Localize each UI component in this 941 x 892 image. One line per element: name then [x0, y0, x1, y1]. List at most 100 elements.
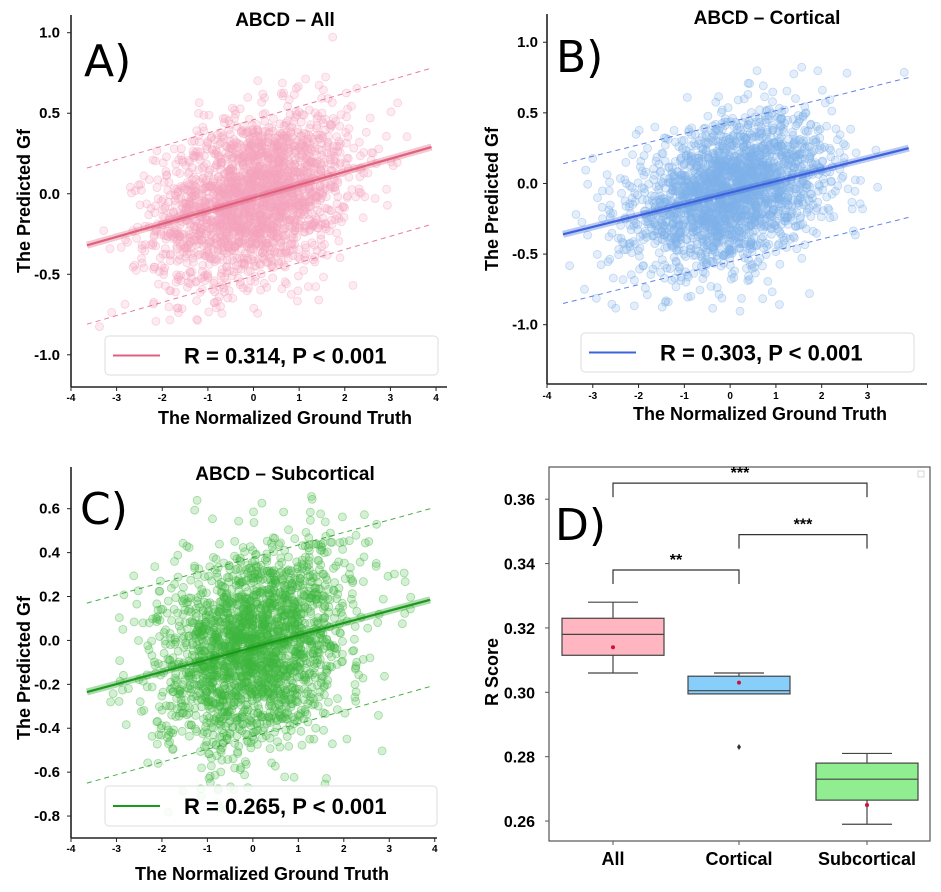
scatter-point — [775, 195, 783, 203]
scatter-point — [760, 141, 768, 149]
scatter-point — [752, 202, 760, 210]
scatter-point — [806, 290, 814, 298]
scatter-point — [138, 241, 146, 249]
scatter-point — [165, 303, 173, 311]
scatter-point — [174, 573, 182, 581]
scatter-point — [361, 193, 369, 201]
scatter-point — [254, 77, 262, 85]
scatter-point — [289, 206, 297, 214]
scatter-point — [178, 305, 186, 313]
scatter-point — [761, 93, 769, 101]
scatter-point — [589, 154, 597, 162]
scatter-point — [651, 240, 659, 248]
scatter-point — [288, 240, 296, 248]
scatter-point — [817, 213, 825, 221]
scatter-point — [211, 182, 219, 190]
scatter-point — [705, 223, 713, 231]
scatter-point — [130, 572, 138, 580]
scatter-point — [783, 243, 791, 251]
scatter-point — [714, 239, 722, 247]
scatter-point — [793, 209, 801, 217]
legend-text: R = 0.303, P < 0.001 — [660, 341, 863, 366]
scatter-point — [745, 276, 753, 284]
scatter-point — [246, 245, 254, 253]
scatter-point — [231, 244, 239, 252]
y-tick-label: -0.5 — [34, 266, 60, 283]
scatter-point — [826, 96, 834, 104]
scatter-point — [729, 220, 737, 228]
scatter-point — [272, 211, 280, 219]
scatter-point — [269, 274, 277, 282]
y-tick-label: 0.5 — [39, 105, 60, 122]
scatter-point — [195, 132, 203, 140]
scatter-point — [202, 160, 210, 168]
scatter-point — [584, 180, 592, 188]
scatter-point — [115, 614, 123, 622]
scatter-point — [281, 206, 289, 214]
scatter-point — [676, 265, 684, 273]
scatter-point — [848, 198, 856, 206]
scatter-point — [205, 308, 213, 316]
scatter-point — [320, 273, 328, 281]
scatter-point — [594, 194, 602, 202]
scatter-point — [717, 108, 725, 116]
scatter-point — [121, 300, 129, 308]
scatter-point — [605, 187, 613, 195]
scatter-point — [631, 240, 639, 248]
scatter-point — [140, 172, 148, 180]
scatter-point — [296, 193, 304, 201]
scatter-point — [809, 227, 817, 235]
y-tick-label: -1.0 — [34, 347, 60, 364]
scatter-point — [598, 203, 606, 211]
scatter-point — [700, 258, 708, 266]
scatter-point — [619, 276, 627, 284]
scatter-point — [812, 159, 820, 167]
scatter-point — [263, 169, 271, 177]
scatter-point — [680, 184, 688, 192]
scatter-point — [742, 264, 750, 272]
x-tick-label: 1 — [296, 393, 302, 404]
scatter-point — [752, 209, 760, 217]
scatter-point — [350, 635, 358, 643]
scatter-point — [741, 196, 749, 204]
scatter-point — [231, 537, 239, 545]
panel-label: B) — [556, 32, 603, 83]
scatter-point — [117, 243, 125, 251]
scatter-point — [154, 176, 162, 184]
scatter-point — [676, 157, 684, 165]
scatter-point — [825, 144, 833, 152]
scatter-point — [747, 109, 755, 117]
scatter-point — [824, 204, 832, 212]
scatter-point — [230, 257, 238, 265]
scatter-point — [729, 132, 737, 140]
y-tick-label: 1.0 — [517, 34, 538, 51]
scatter-point — [188, 138, 196, 146]
scatter-point — [746, 80, 754, 88]
scatter-point — [828, 107, 836, 115]
scatter-point — [684, 293, 692, 301]
scatter-point — [166, 316, 174, 324]
scatter-point — [630, 302, 638, 310]
y-tick-label: -1.0 — [512, 317, 538, 334]
scatter-point — [329, 33, 337, 41]
scatter-point — [578, 218, 586, 226]
scatter-point — [162, 172, 170, 180]
scatter-point — [818, 86, 826, 94]
scatter-point — [199, 123, 207, 131]
scatter-point — [212, 255, 220, 263]
scatter-point — [687, 212, 695, 220]
scatter-point — [224, 294, 232, 302]
scatter-point — [843, 69, 851, 77]
scatter-point — [627, 226, 635, 234]
x-tick-label: -1 — [680, 391, 689, 402]
scatter-point — [780, 162, 788, 170]
scatter-point — [724, 156, 732, 164]
scatter-point — [300, 129, 308, 137]
scatter-point — [218, 309, 226, 317]
scatter-point — [192, 192, 200, 200]
scatter-point — [383, 201, 391, 209]
scatter-point — [313, 151, 321, 159]
x-axis-label: The Normalized Ground Truth — [158, 408, 412, 428]
